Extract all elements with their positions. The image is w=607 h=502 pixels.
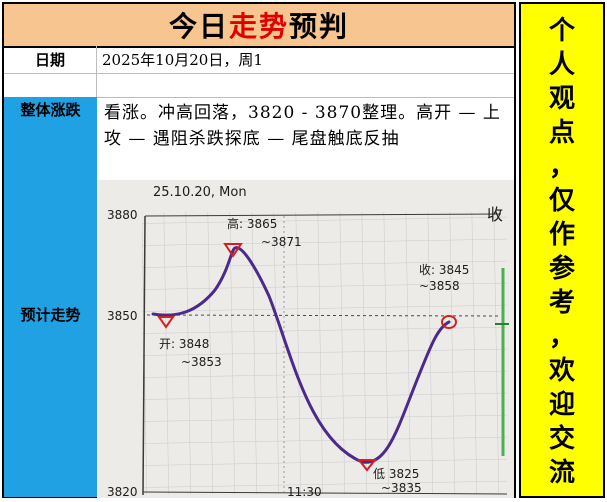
page-title: 今日 走势 预判 [4,4,514,48]
low-range: ~3835 [381,481,422,495]
high-label: 高: 3865 [227,216,277,231]
forecast-panel: 今日 走势 预判 日期 2025年10月20日，周1 整体涨跌 预计走势 看涨。冲高… [2,2,516,498]
low-label: 低 3825 [373,467,419,481]
overall-text: 看涨。冲高回落，3820 - 3870整理。高开 — 上攻 — 遇阻杀跌探底 —… [104,103,501,149]
open-range: ~3853 [181,355,222,369]
disclaimer-char: 欢 [548,356,575,386]
disclaimer-char: 观 [548,84,575,114]
disclaimer-char: 考 [548,288,575,318]
mid-line [146,314,502,317]
disclaimer-char: 点 [548,118,575,148]
disclaimer-char: ， [548,152,575,182]
title-part-2: 走势 [228,10,289,43]
label-column: 整体涨跌 预计走势 [4,97,97,497]
close-label: 收: 3845 [419,263,469,277]
empty-label [4,73,97,97]
forecast-label: 预计走势 [20,306,81,324]
disclaimer-char: 交 [548,424,575,454]
open-marker [157,316,175,329]
sketch-svg: 25.10.20, Mon 3880 3850 3820 11:30 收 开: … [97,180,514,498]
overall-label: 整体涨跌 [20,101,81,119]
close-marker [441,315,457,329]
disclaimer-char: 参 [548,254,575,284]
date-row: 日期 2025年10月20日，周1 [4,46,514,74]
y-label-mid: 3850 [107,309,138,323]
empty-row [4,73,514,98]
grid-paper [142,212,507,494]
disclaimer-char: ， [548,322,575,352]
y-label-top: 3880 [107,208,138,222]
disclaimer-char: 个 [548,16,575,46]
date-label: 日期 [4,46,97,73]
bottom-line [142,491,508,495]
title-part-1: 今日 [168,10,229,43]
x-label-mid: 11:30 [287,485,322,498]
y-label-bottom: 3820 [107,485,138,498]
high-range: ~3871 [261,235,302,249]
disclaimer-sidebar: 个 人 观 点 ， 仅 作 参 考 ， 欢 迎 交 流 [519,2,605,498]
close-range: ~3858 [419,279,460,293]
disclaimer-char: 人 [548,50,575,80]
high-marker [223,243,243,258]
sketch-header: 25.10.20, Mon [153,185,247,200]
title-part-3: 预判 [289,10,350,43]
disclaimer-char: 仅 [548,186,575,216]
disclaimer-char: 流 [548,458,575,488]
y-axis [142,215,146,496]
trend-curve [151,246,451,464]
forecast-sketch: 25.10.20, Mon 3880 3850 3820 11:30 收 开: … [97,180,514,498]
disclaimer-char: 作 [548,220,575,250]
corner-mark: 收 [487,205,503,224]
disclaimer-char: 迎 [548,390,575,420]
date-value: 2025年10月20日，周1 [102,51,263,69]
low-marker [356,459,378,472]
disclaimer-text: 个 人 观 点 ， 仅 作 参 考 ， 欢 迎 交 流 [521,14,603,490]
top-line [144,213,502,217]
open-label: 开: 3848 [159,337,209,351]
